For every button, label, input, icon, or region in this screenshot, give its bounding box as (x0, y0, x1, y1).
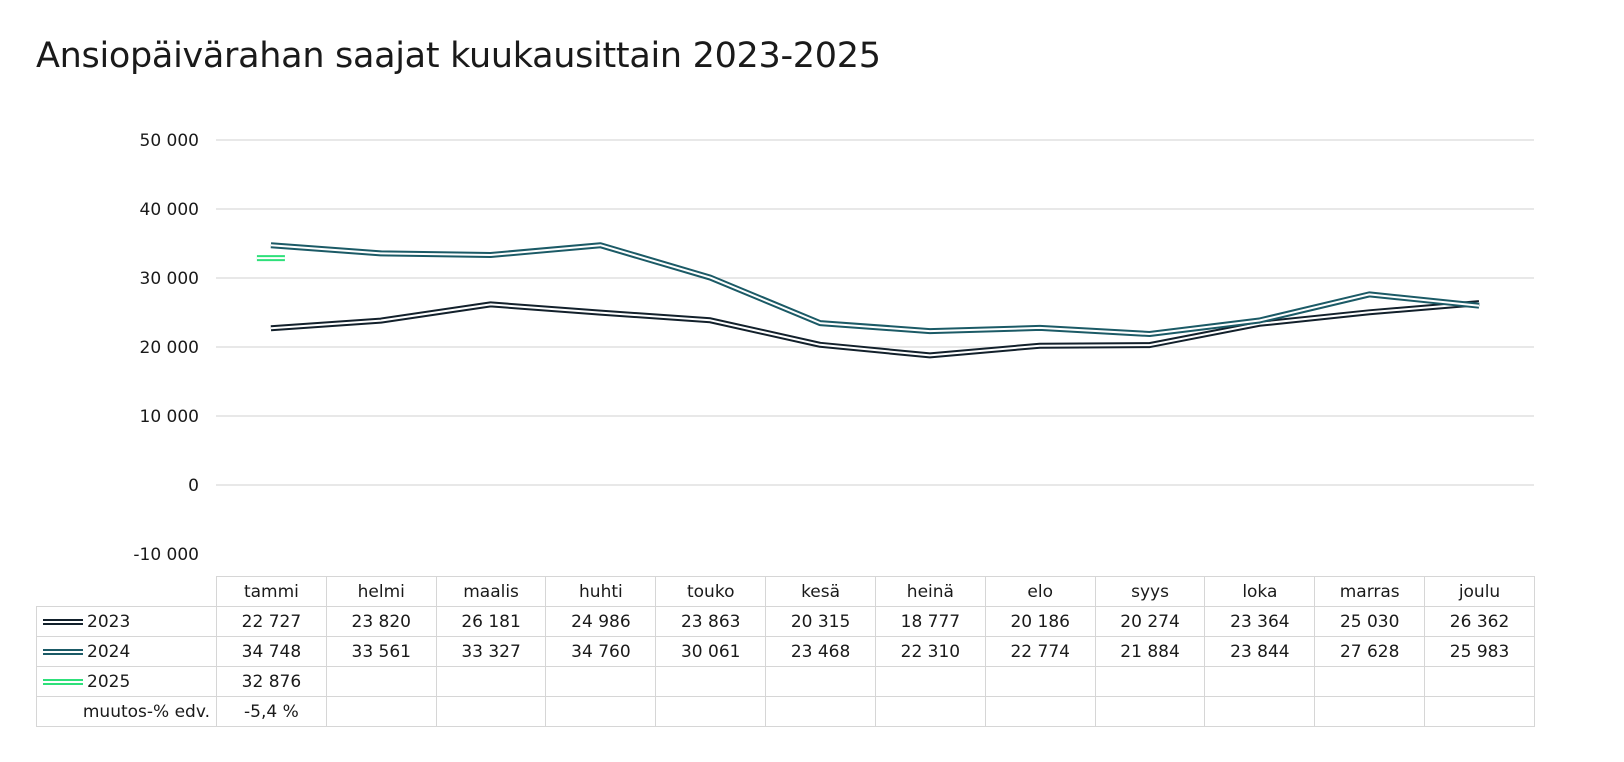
data-label: 26 181 (435, 606, 547, 637)
data-label (325, 666, 437, 697)
data-label: 22 774 (984, 636, 1096, 667)
data-label: 30 061 (655, 636, 767, 667)
data-label (1094, 666, 1206, 697)
data-label: 25 030 (1314, 606, 1426, 637)
data-label: 26 362 (1424, 606, 1535, 637)
change-value (1094, 696, 1206, 727)
x-tick-label: joulu (1424, 576, 1535, 607)
y-tick-label: 10 000 (140, 407, 199, 427)
data-label (984, 666, 1096, 697)
change-value (1314, 696, 1426, 727)
x-tick-label: marras (1314, 576, 1426, 607)
x-tick-label: loka (1204, 576, 1316, 607)
table-header-row: tammi helmi maalis huhti touko kesä heinä elo sy… (36, 576, 1535, 607)
data-label: 34 760 (545, 636, 657, 667)
change-value (1204, 696, 1316, 727)
data-label: 32 876 (216, 666, 327, 697)
data-label: 23 468 (765, 636, 876, 667)
x-tick-label: heinä (874, 576, 986, 607)
x-tick-label: helmi (325, 576, 437, 607)
series-2024-line-inner (270, 244, 1480, 335)
change-value (984, 696, 1096, 727)
data-label: 23 863 (655, 606, 767, 637)
data-label: 23 844 (1204, 636, 1316, 667)
data-label (1424, 666, 1535, 697)
data-label (655, 666, 767, 697)
y-tick-label: -10 000 (133, 545, 199, 565)
data-label (545, 666, 657, 697)
y-tick-label: 20 000 (140, 338, 199, 358)
y-tick-label: 30 000 (140, 269, 199, 289)
table-corner (36, 576, 217, 607)
data-label: 27 628 (1314, 636, 1426, 667)
x-tick-label: touko (655, 576, 767, 607)
series-2023-line-inner (270, 302, 1480, 357)
legend-label: 2025 (87, 671, 131, 692)
table-row: 2024 34 748 33 561 33 327 34 760 30 061 23 468… (36, 636, 1535, 667)
data-label: 18 777 (874, 606, 986, 637)
legend-entry-2025: 2025 (36, 666, 217, 697)
change-value (1424, 696, 1535, 727)
data-label: 23 364 (1204, 606, 1316, 637)
change-value (874, 696, 986, 727)
data-table: tammi helmi maalis huhti touko kesä heinä elo sy… (36, 576, 1535, 727)
y-tick-label: 50 000 (140, 131, 199, 151)
change-value (765, 696, 876, 727)
data-label: 21 884 (1094, 636, 1206, 667)
change-value: -5,4 % (216, 696, 327, 727)
legend-swatch (43, 618, 83, 626)
change-value (325, 696, 437, 727)
legend-label: 2023 (87, 611, 131, 632)
chart-title: Ansiopäivärahan saajat kuukausittain 202… (36, 36, 881, 76)
table-row: 2023 22 727 23 820 26 181 24 986 23 863 20 315… (36, 606, 1535, 637)
legend-swatch (43, 678, 83, 686)
data-label (435, 666, 547, 697)
data-label (765, 666, 876, 697)
data-label (874, 666, 986, 697)
x-tick-label: maalis (435, 576, 547, 607)
change-row: muutos-% edv. -5,4 % (36, 696, 1535, 727)
legend-label: 2024 (87, 641, 131, 662)
data-label: 23 820 (325, 606, 437, 637)
data-label: 25 983 (1424, 636, 1535, 667)
x-tick-label: huhti (545, 576, 657, 607)
x-tick-label: syys (1094, 576, 1206, 607)
data-label: 33 327 (435, 636, 547, 667)
data-label (1204, 666, 1316, 697)
data-label: 20 274 (1094, 606, 1206, 637)
change-row-label: muutos-% edv. (36, 696, 217, 727)
data-label: 20 315 (765, 606, 876, 637)
change-value (435, 696, 547, 727)
y-tick-label: 0 (188, 476, 199, 496)
data-label (1314, 666, 1426, 697)
data-label: 33 561 (325, 636, 437, 667)
legend-entry-2023: 2023 (36, 606, 217, 637)
legend-swatch (43, 648, 83, 656)
table-row: 2025 32 876 (36, 666, 1535, 697)
x-tick-label: elo (984, 576, 1096, 607)
change-value (545, 696, 657, 727)
data-label: 22 727 (216, 606, 327, 637)
y-tick-label: 40 000 (140, 200, 199, 220)
x-tick-label: kesä (765, 576, 876, 607)
data-label: 20 186 (984, 606, 1096, 637)
data-label: 34 748 (216, 636, 327, 667)
x-tick-label: tammi (216, 576, 327, 607)
data-label: 22 310 (874, 636, 986, 667)
data-label: 24 986 (545, 606, 657, 637)
legend-entry-2024: 2024 (36, 636, 217, 667)
change-value (655, 696, 767, 727)
